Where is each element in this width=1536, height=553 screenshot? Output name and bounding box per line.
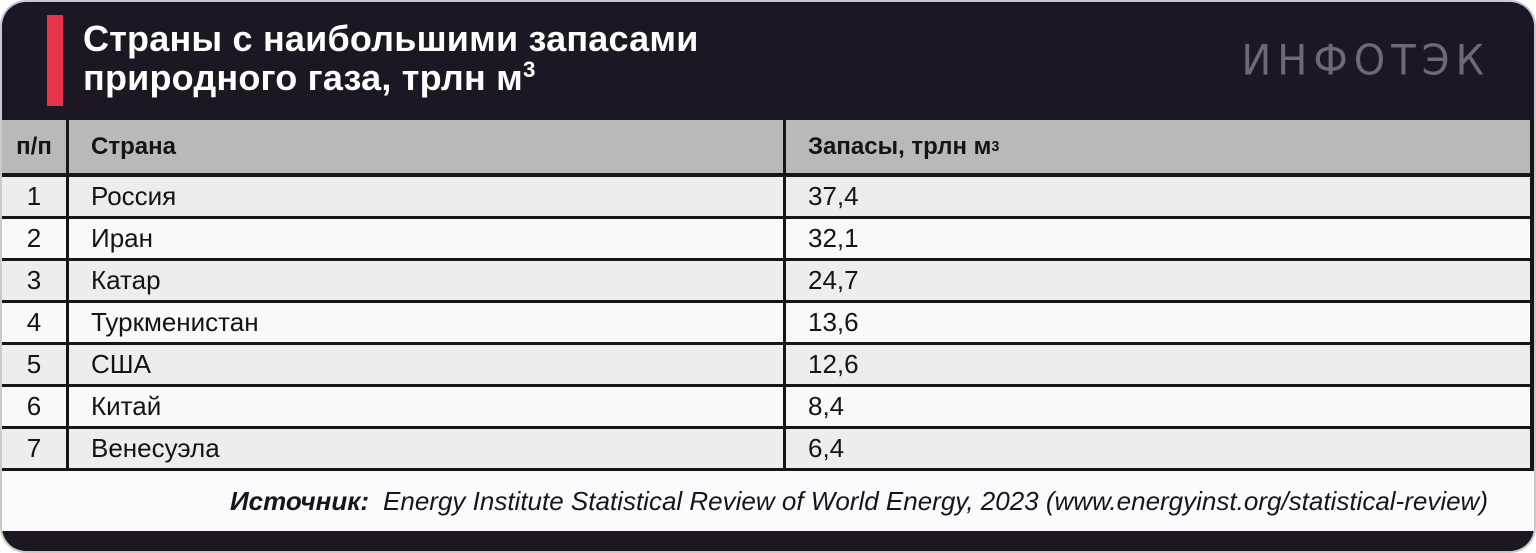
- row-country: Китай: [69, 387, 786, 426]
- row-num: 3: [2, 261, 69, 300]
- row-num: 4: [2, 303, 69, 342]
- page-title: Страны с наибольшими запасами природного…: [83, 19, 699, 97]
- bottom-dark-band: [2, 531, 1534, 551]
- row-value: 6,4: [808, 433, 845, 463]
- table-row: 3 Катар 24,7: [2, 261, 1530, 303]
- row-value: 32,1: [808, 223, 859, 253]
- row-country: США: [69, 345, 786, 384]
- title-line-2: природного газа, трлн м: [83, 57, 523, 98]
- card-header: Страны с наибольшими запасами природного…: [2, 2, 1534, 120]
- title-superscript: 3: [522, 57, 536, 82]
- title-line-1: Страны с наибольшими запасами: [83, 18, 699, 59]
- row-country: Россия: [69, 177, 786, 216]
- row-value: 13,6: [808, 307, 859, 337]
- row-value: 37,4: [808, 181, 859, 211]
- table-row: 6 Китай 8,4: [2, 387, 1530, 429]
- row-num: 2: [2, 219, 69, 258]
- source-label: Источник:: [229, 485, 370, 516]
- infotek-logo: ИНФОТЭК: [1241, 36, 1490, 86]
- source-text: Energy Institute Statistical Review of W…: [383, 485, 1488, 516]
- red-accent-bar: [47, 15, 63, 106]
- column-header-num: п/п: [2, 120, 69, 173]
- row-value: 24,7: [808, 265, 859, 295]
- source-footer: Источник: Energy Institute Statistical R…: [2, 471, 1534, 531]
- table-row: 5 США 12,6: [2, 345, 1530, 387]
- row-country: Туркменистан: [69, 303, 786, 342]
- row-country: Катар: [69, 261, 786, 300]
- table-row: 7 Венесуэла 6,4: [2, 429, 1530, 471]
- table-row: 1 Россия 37,4: [2, 177, 1530, 219]
- column-header-country: Страна: [69, 120, 786, 173]
- row-num: 6: [2, 387, 69, 426]
- row-num: 5: [2, 345, 69, 384]
- row-num: 1: [2, 177, 69, 216]
- row-country: Иран: [69, 219, 786, 258]
- row-num: 7: [2, 429, 69, 468]
- table-row: 2 Иран 32,1: [2, 219, 1530, 261]
- row-value: 12,6: [808, 349, 859, 379]
- row-country: Венесуэла: [69, 429, 786, 468]
- row-value: 8,4: [808, 391, 845, 421]
- column-header-value-text: Запасы, трлн м: [808, 132, 992, 160]
- table-row: 4 Туркменистан 13,6: [2, 303, 1530, 345]
